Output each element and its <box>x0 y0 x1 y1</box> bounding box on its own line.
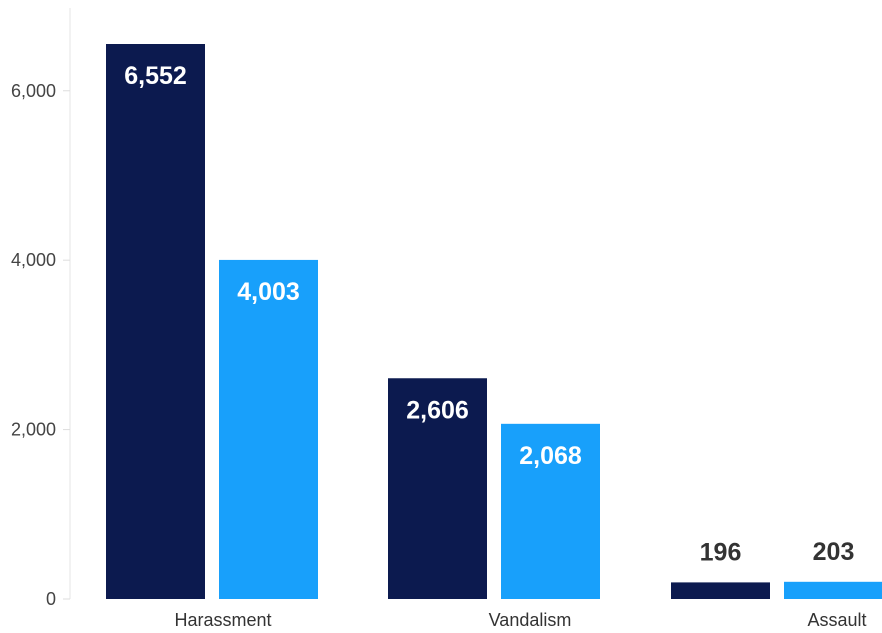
bars <box>106 44 882 599</box>
bar-vandalism-2 <box>501 423 600 599</box>
y-tick-label: 0 <box>46 589 56 609</box>
value-label: 6,552 <box>124 62 187 90</box>
category-label-harassment: Harassment <box>174 610 271 630</box>
bar-assault-1 <box>671 582 770 599</box>
y-axis-ticks: 0 2,000 4,000 6,000 <box>11 81 70 609</box>
category-labels: Harassment Vandalism Assault <box>174 610 866 630</box>
y-tick-label: 2,000 <box>11 420 56 440</box>
bar-vandalism-1 <box>388 378 487 599</box>
category-label-vandalism: Vandalism <box>489 610 572 630</box>
value-labels: 6,552 2,606 196 4,003 2,068 203 <box>124 62 854 566</box>
bar-harassment-1 <box>106 44 205 599</box>
value-label: 203 <box>813 538 855 566</box>
y-tick-label: 4,000 <box>11 250 56 270</box>
value-label: 196 <box>700 538 742 566</box>
category-label-assault: Assault <box>807 610 866 630</box>
value-label: 2,068 <box>519 442 582 470</box>
bar-harassment-2 <box>219 259 318 599</box>
value-label: 4,003 <box>237 278 300 306</box>
bar-assault-2 <box>784 581 882 599</box>
value-label: 2,606 <box>406 396 469 424</box>
y-tick-label: 6,000 <box>11 81 56 101</box>
